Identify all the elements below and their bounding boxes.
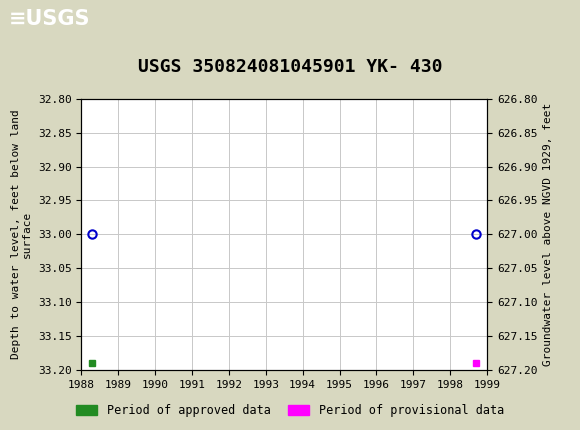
Y-axis label: Depth to water level, feet below land
surface: Depth to water level, feet below land su… — [10, 110, 32, 359]
Legend: Period of approved data, Period of provisional data: Period of approved data, Period of provi… — [71, 399, 509, 422]
Y-axis label: Groundwater level above NGVD 1929, feet: Groundwater level above NGVD 1929, feet — [543, 103, 553, 366]
Text: ≡USGS: ≡USGS — [9, 9, 90, 29]
Text: USGS 350824081045901 YK- 430: USGS 350824081045901 YK- 430 — [138, 58, 442, 76]
